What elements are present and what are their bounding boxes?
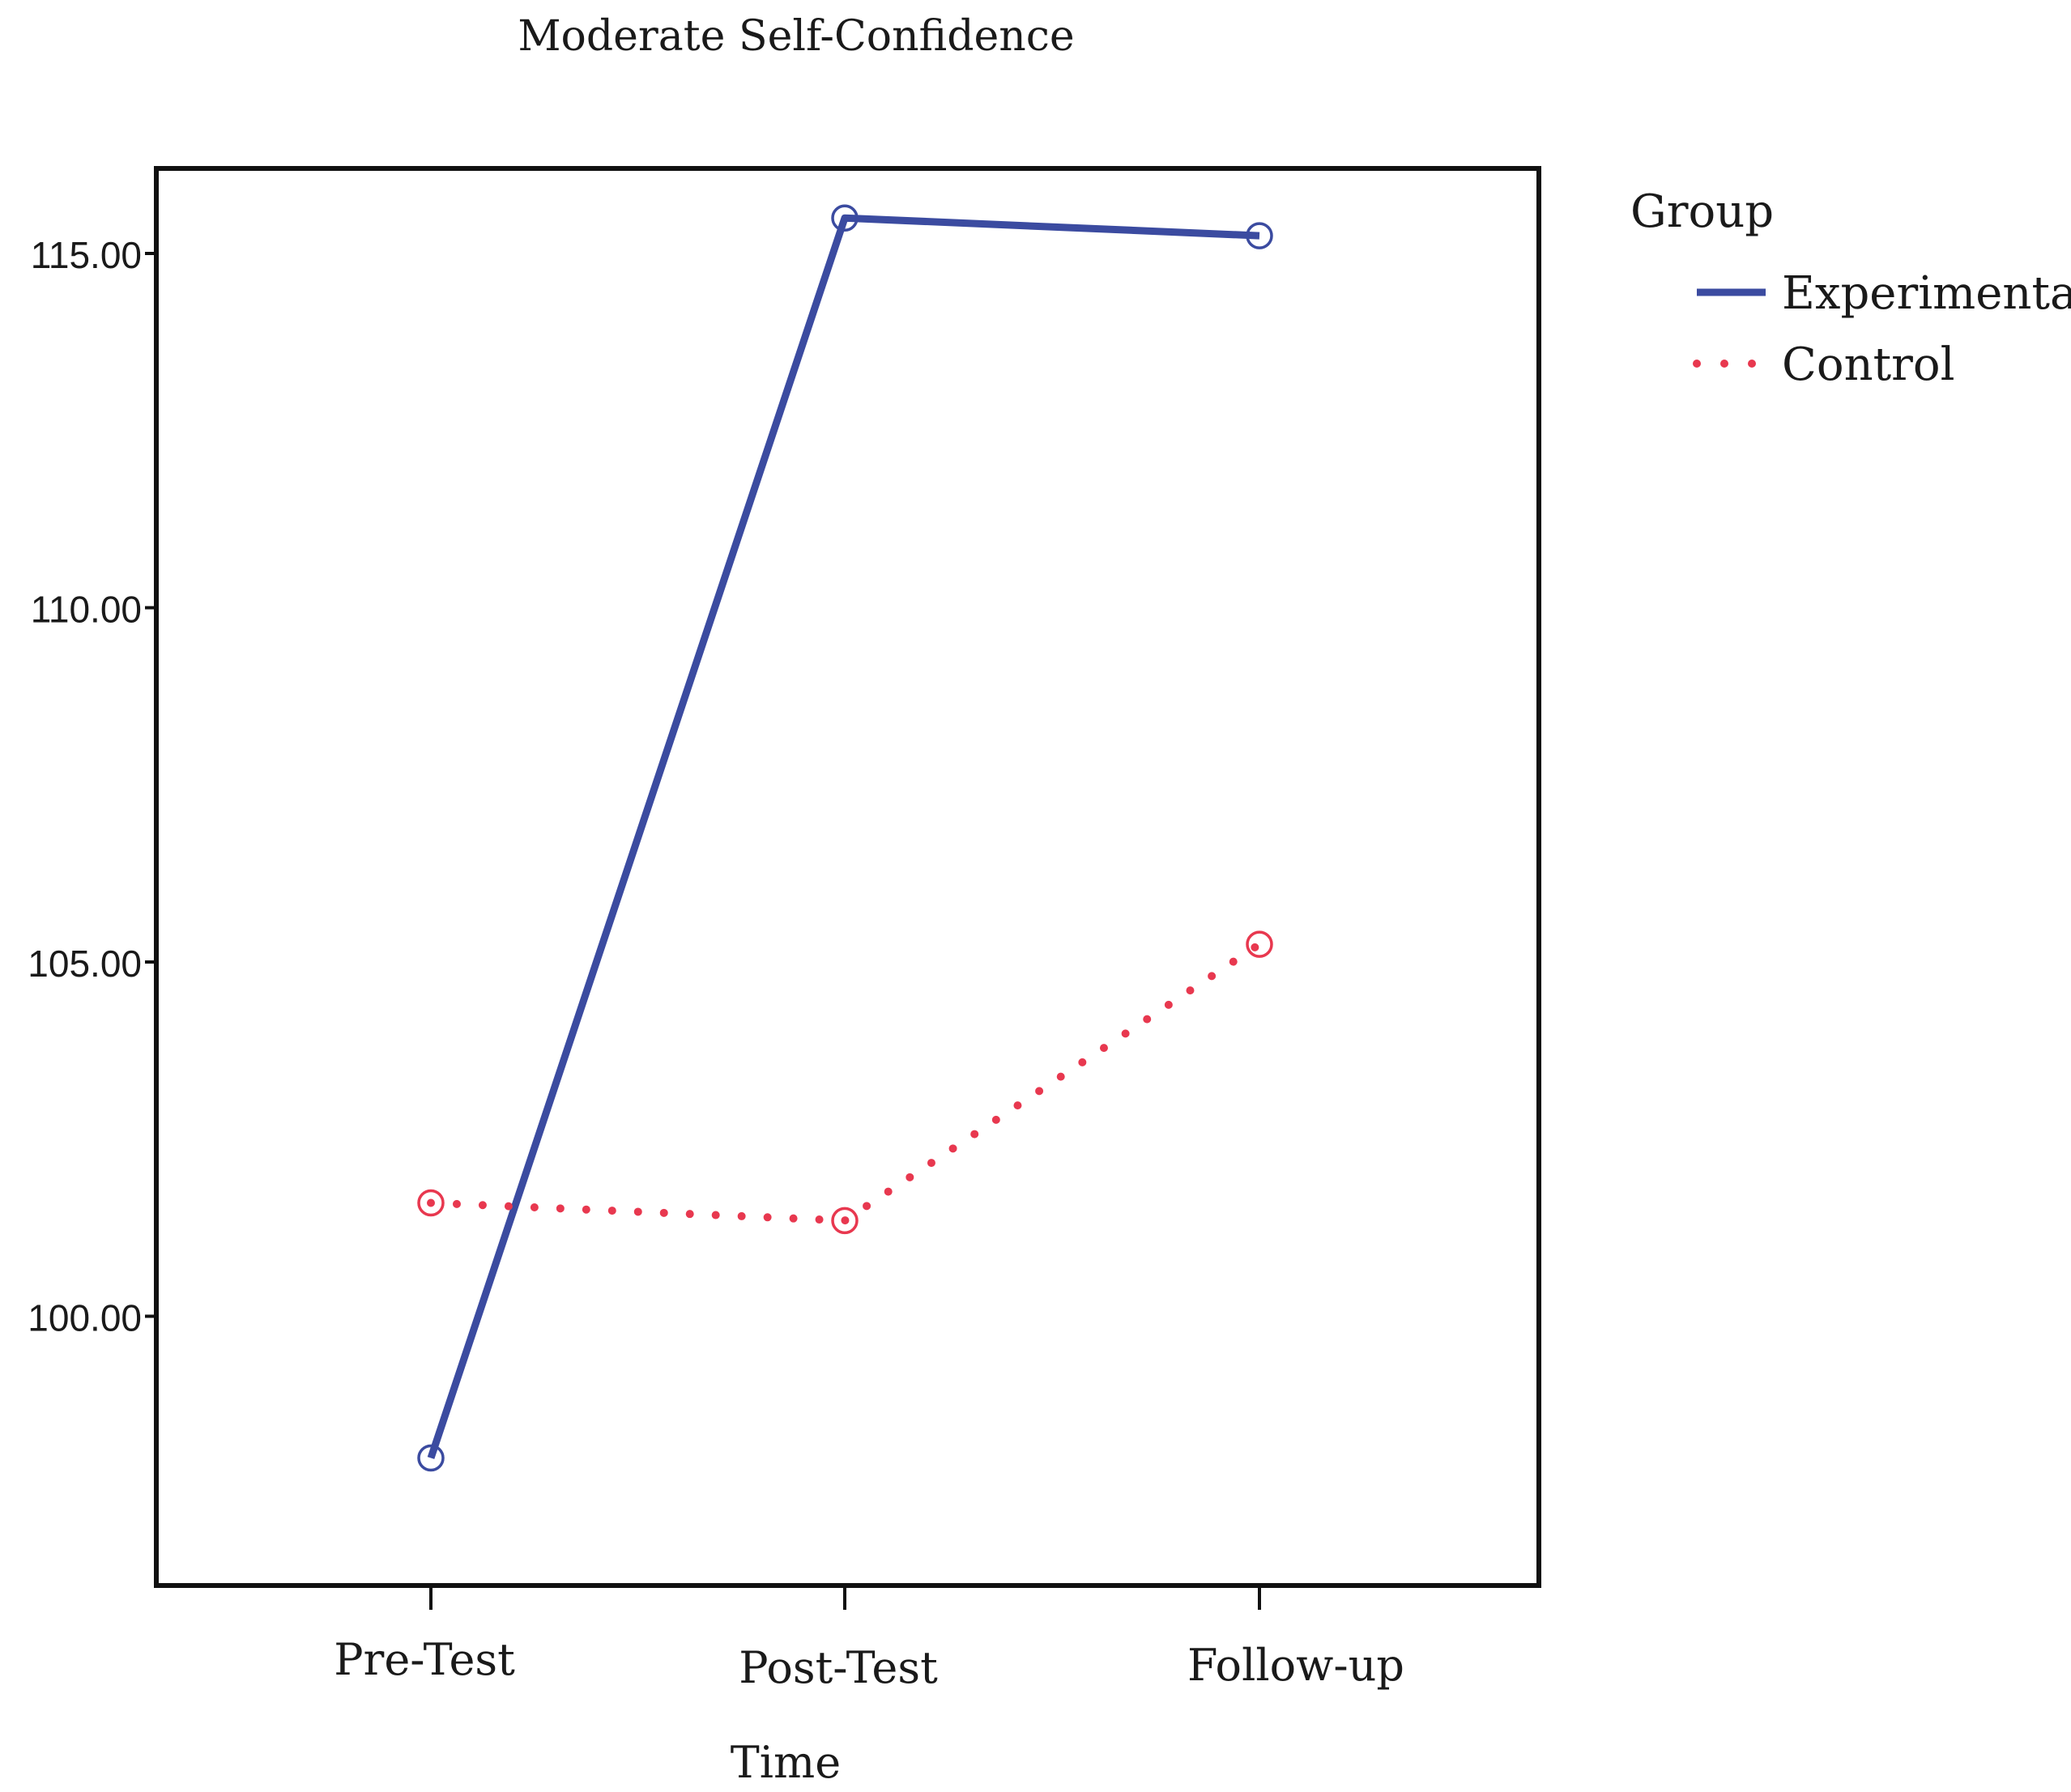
- data-point: [1246, 222, 1273, 249]
- x-axis: Pre-Test Post-Test Follow-up: [334, 1586, 1404, 1693]
- legend: Group Experimental Control: [1630, 185, 2071, 391]
- y-tick-label: 105.00: [28, 943, 142, 985]
- series-layer: [417, 204, 1273, 1472]
- data-point: [1246, 930, 1273, 958]
- y-axis: 100.00 105.00 110.00 115.00: [28, 234, 156, 1339]
- y-tick-label: 115.00: [31, 234, 142, 276]
- data-point: [417, 1189, 445, 1217]
- data-point: [831, 1207, 859, 1235]
- x-tick-label: Post-Test: [739, 1642, 938, 1693]
- legend-label: Experimental: [1782, 267, 2071, 320]
- legend-label: Control: [1782, 338, 1955, 391]
- x-tick-label: Follow-up: [1187, 1640, 1404, 1691]
- data-point: [417, 1444, 445, 1472]
- series-line: [427, 940, 1263, 1225]
- x-axis-label: Time: [731, 1737, 841, 1788]
- series-experimental: [417, 204, 1273, 1472]
- legend-items: Experimental Control: [1693, 267, 2071, 391]
- y-tick-label: 100.00: [28, 1297, 142, 1339]
- plot-frame: [154, 166, 1541, 1588]
- data-point: [831, 204, 859, 232]
- legend-title: Group: [1630, 185, 1774, 238]
- chart-title: Moderate Self-Confidence: [518, 12, 1074, 61]
- series-control: [417, 930, 1273, 1235]
- y-tick-label: 110.00: [31, 589, 142, 631]
- x-tick-label: Pre-Test: [334, 1634, 515, 1685]
- series-line: [427, 214, 1260, 1459]
